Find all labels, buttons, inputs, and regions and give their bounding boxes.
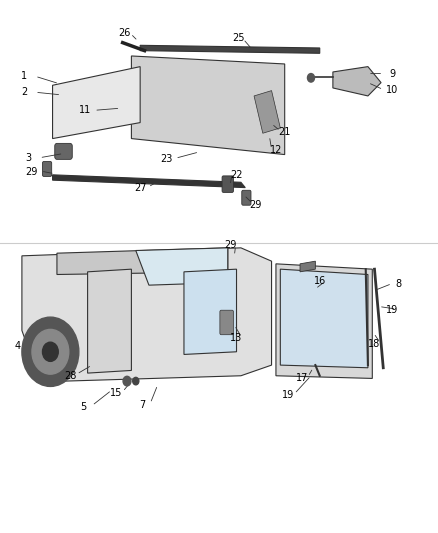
Circle shape [123,376,131,386]
Polygon shape [140,45,320,53]
Polygon shape [276,264,372,378]
Text: 29: 29 [224,240,236,250]
FancyBboxPatch shape [242,190,251,205]
Polygon shape [88,269,131,373]
Polygon shape [184,269,237,354]
Circle shape [32,329,69,374]
Circle shape [133,377,139,385]
Text: 18: 18 [368,339,381,349]
Polygon shape [53,67,140,139]
Text: 27: 27 [134,183,146,192]
Polygon shape [254,91,280,133]
Text: 1: 1 [21,71,27,80]
Polygon shape [136,248,228,285]
Text: 29: 29 [249,200,261,209]
Text: 9: 9 [389,69,395,78]
Text: 17: 17 [296,374,308,383]
FancyBboxPatch shape [220,310,233,335]
Text: 29: 29 [25,167,38,176]
Polygon shape [333,67,381,96]
FancyBboxPatch shape [222,176,233,192]
Text: 7: 7 [139,400,145,410]
Text: 19: 19 [386,305,398,315]
Text: 15: 15 [110,388,122,398]
Text: 5: 5 [80,402,86,411]
Polygon shape [300,261,315,272]
Text: 4: 4 [14,342,21,351]
Polygon shape [131,56,285,155]
Text: 12: 12 [270,146,282,155]
Polygon shape [22,248,272,381]
Text: 10: 10 [386,85,398,94]
Text: 28: 28 [64,371,76,381]
Text: 21: 21 [279,127,291,137]
Text: 13: 13 [230,334,242,343]
Text: 19: 19 [282,391,294,400]
Polygon shape [280,269,368,368]
Text: 2: 2 [21,87,27,96]
Text: 8: 8 [396,279,402,288]
Text: 3: 3 [25,154,32,163]
Polygon shape [53,175,245,188]
Circle shape [42,342,58,361]
FancyBboxPatch shape [55,143,72,159]
Text: 26: 26 [119,28,131,38]
Circle shape [22,317,79,386]
Text: 11: 11 [79,106,92,115]
Text: 25: 25 [233,34,245,43]
Text: 22: 22 [230,170,243,180]
FancyBboxPatch shape [42,161,52,176]
Circle shape [307,74,314,82]
Text: 23: 23 [160,154,173,164]
Polygon shape [57,248,228,274]
Text: 16: 16 [314,277,326,286]
